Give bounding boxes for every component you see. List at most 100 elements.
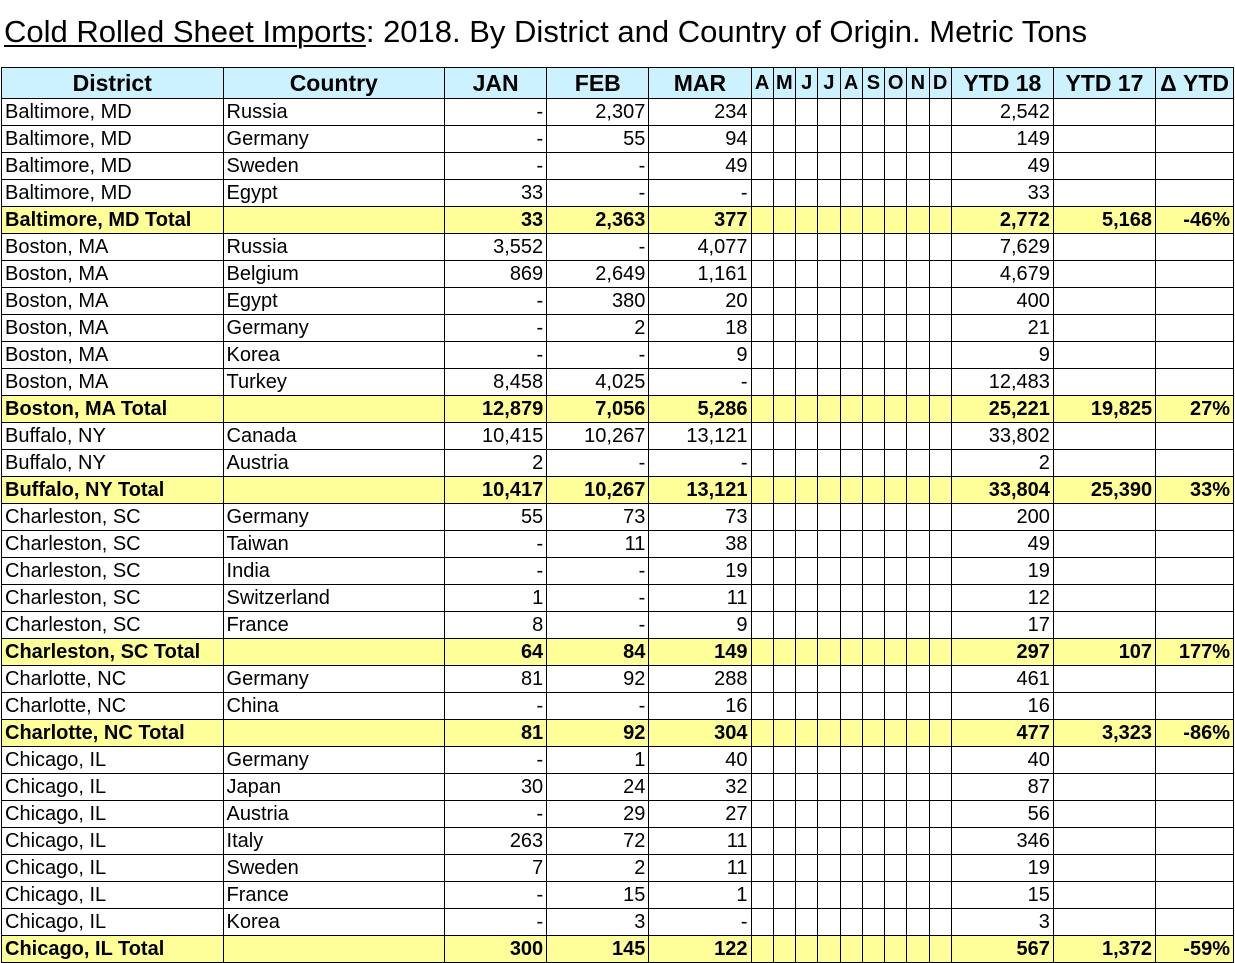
country-cell bbox=[222, 206, 446, 234]
month-empty-cell bbox=[750, 449, 774, 477]
mar-cell: 234 bbox=[648, 98, 752, 126]
table-row: Boston, MA Turkey 8,458 4,025- 12,483 bbox=[1, 368, 1234, 396]
month-empty-cell bbox=[772, 395, 797, 423]
delta-ytd-cell: 27% bbox=[1155, 395, 1234, 423]
month-empty-cell bbox=[794, 449, 819, 477]
month-empty-cell bbox=[750, 827, 774, 855]
district-cell: Buffalo, NY bbox=[1, 449, 224, 477]
month-empty-cell bbox=[906, 503, 930, 531]
delta-ytd-cell bbox=[1155, 368, 1234, 396]
month-empty-cell bbox=[883, 773, 908, 801]
delta-ytd-cell bbox=[1155, 881, 1234, 909]
delta-ytd-cell bbox=[1155, 908, 1234, 936]
month-empty-cell bbox=[794, 368, 819, 396]
month-empty-cell bbox=[817, 584, 841, 612]
month-empty-cell bbox=[861, 638, 886, 666]
feb-cell: 10,267 bbox=[546, 476, 650, 504]
month-empty-cell bbox=[750, 368, 774, 396]
month-empty-cell bbox=[861, 179, 886, 207]
month-empty-cell bbox=[839, 260, 863, 288]
month-empty-cell bbox=[906, 611, 930, 639]
ytd17-cell bbox=[1052, 449, 1157, 477]
month-empty-cell bbox=[883, 692, 908, 720]
ytd17-cell bbox=[1052, 368, 1157, 396]
month-empty-cell bbox=[772, 773, 797, 801]
ytd18-cell: 567 bbox=[950, 935, 1054, 963]
header-delta-ytd: Δ YTD bbox=[1155, 67, 1234, 99]
header-sep: S bbox=[861, 67, 886, 99]
mar-cell: - bbox=[648, 179, 752, 207]
month-empty-cell bbox=[817, 800, 841, 828]
mar-cell: 19 bbox=[648, 557, 752, 585]
ytd18-cell: 4,679 bbox=[950, 260, 1054, 288]
header-aug: A bbox=[839, 67, 863, 99]
ytd17-cell bbox=[1052, 800, 1157, 828]
district-cell: Chicago, IL bbox=[1, 773, 224, 801]
table-body: Baltimore, MD Russia -2,307 234 2,542 Baltimo… bbox=[1, 98, 1234, 963]
month-empty-cell bbox=[861, 881, 886, 909]
mar-cell: 11 bbox=[648, 854, 752, 882]
ytd17-cell bbox=[1052, 503, 1157, 531]
month-empty-cell bbox=[906, 368, 930, 396]
month-empty-cell bbox=[839, 314, 863, 342]
delta-ytd-cell bbox=[1155, 503, 1234, 531]
delta-ytd-cell bbox=[1155, 584, 1234, 612]
month-empty-cell bbox=[839, 125, 863, 153]
mar-cell: 94 bbox=[648, 125, 752, 153]
district-cell: Chicago, IL bbox=[1, 854, 224, 882]
feb-cell: - bbox=[546, 611, 650, 639]
feb-cell: 2,307 bbox=[546, 98, 650, 126]
month-empty-cell bbox=[772, 341, 797, 369]
jan-cell: 64 bbox=[444, 638, 548, 666]
month-empty-cell bbox=[928, 368, 952, 396]
month-empty-cell bbox=[883, 152, 908, 180]
month-empty-cell bbox=[750, 98, 774, 126]
month-empty-cell bbox=[861, 260, 886, 288]
month-empty-cell bbox=[883, 611, 908, 639]
table-row: Charleston, SC France 8-9 17 bbox=[1, 611, 1234, 639]
ytd17-cell bbox=[1052, 557, 1157, 585]
country-cell: Russia bbox=[222, 98, 446, 126]
month-empty-cell bbox=[883, 206, 908, 234]
month-empty-cell bbox=[817, 206, 841, 234]
jan-cell: - bbox=[444, 530, 548, 558]
ytd18-cell: 297 bbox=[950, 638, 1054, 666]
ytd18-cell: 12 bbox=[950, 584, 1054, 612]
month-empty-cell bbox=[906, 827, 930, 855]
header-may: M bbox=[772, 67, 797, 99]
ytd18-cell: 49 bbox=[950, 152, 1054, 180]
month-empty-cell bbox=[861, 854, 886, 882]
month-empty-cell bbox=[839, 395, 863, 423]
ytd17-cell bbox=[1052, 179, 1157, 207]
ytd17-cell bbox=[1052, 881, 1157, 909]
delta-ytd-cell bbox=[1155, 422, 1234, 450]
delta-ytd-cell bbox=[1155, 260, 1234, 288]
jan-cell: 1 bbox=[444, 584, 548, 612]
header-apr: A bbox=[750, 67, 774, 99]
jan-cell: 8 bbox=[444, 611, 548, 639]
month-empty-cell bbox=[750, 395, 774, 423]
month-empty-cell bbox=[906, 476, 930, 504]
table-row: Chicago, IL Japan 30 24 32 87 bbox=[1, 773, 1234, 801]
ytd18-cell: 33,802 bbox=[950, 422, 1054, 450]
month-empty-cell bbox=[794, 179, 819, 207]
month-empty-cell bbox=[906, 152, 930, 180]
delta-ytd-cell bbox=[1155, 287, 1234, 315]
month-empty-cell bbox=[772, 908, 797, 936]
month-empty-cell bbox=[750, 584, 774, 612]
delta-ytd-cell bbox=[1155, 557, 1234, 585]
country-cell bbox=[222, 719, 446, 747]
month-empty-cell bbox=[839, 908, 863, 936]
month-empty-cell bbox=[772, 98, 797, 126]
mar-cell: 16 bbox=[648, 692, 752, 720]
month-empty-cell bbox=[906, 854, 930, 882]
month-empty-cell bbox=[928, 422, 952, 450]
month-empty-cell bbox=[839, 368, 863, 396]
district-cell: Boston, MA bbox=[1, 314, 224, 342]
district-cell: Chicago, IL bbox=[1, 746, 224, 774]
jan-cell: - bbox=[444, 746, 548, 774]
country-cell bbox=[222, 395, 446, 423]
country-cell: Russia bbox=[222, 233, 446, 261]
month-empty-cell bbox=[883, 638, 908, 666]
month-empty-cell bbox=[928, 449, 952, 477]
